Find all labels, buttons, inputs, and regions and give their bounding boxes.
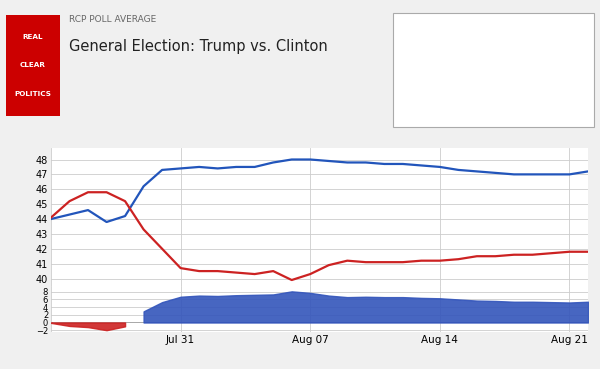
Text: REAL: REAL xyxy=(23,34,43,40)
Text: +5.4: +5.4 xyxy=(535,39,563,49)
Text: Clinton (D): Clinton (D) xyxy=(460,37,524,50)
Text: 47.2: 47.2 xyxy=(412,37,440,50)
Text: Trump (R): Trump (R) xyxy=(460,90,518,103)
Text: RCP POLL AVERAGE: RCP POLL AVERAGE xyxy=(69,15,156,24)
Text: POLITICS: POLITICS xyxy=(14,91,52,97)
Text: General Election: Trump vs. Clinton: General Election: Trump vs. Clinton xyxy=(69,39,328,54)
Text: 41.8: 41.8 xyxy=(412,90,440,103)
Text: CLEAR: CLEAR xyxy=(20,62,46,69)
